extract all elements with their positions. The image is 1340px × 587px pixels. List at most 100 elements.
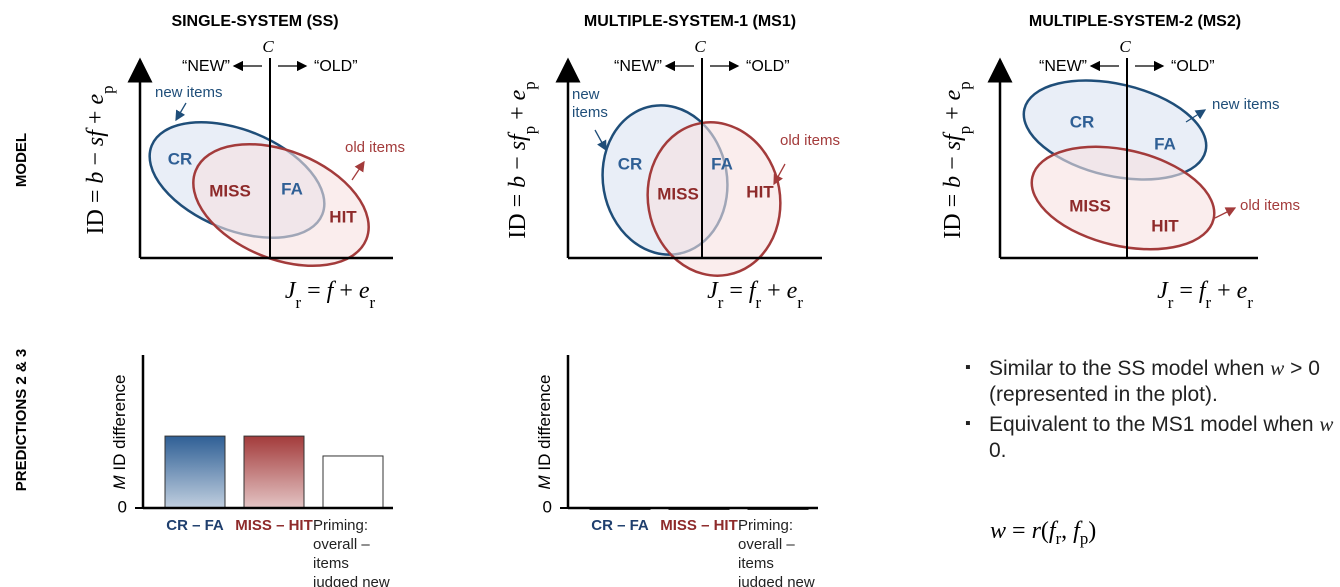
text-segment: r (296, 293, 302, 312)
text-segment: J (1157, 278, 1169, 304)
region-label: MISS (657, 184, 699, 203)
bullet-item: Similar to the SS model when w > 0 (repr… (965, 355, 1340, 408)
text-segment: = (1006, 518, 1032, 544)
text-segment: r (370, 293, 376, 312)
criterion-label: C (262, 37, 274, 56)
arrow (773, 163, 786, 186)
text-segment: + (761, 278, 787, 304)
text-segment: M (535, 474, 554, 489)
text-segment: r (1247, 293, 1253, 312)
text-segment: e (83, 94, 109, 105)
text-segment: e (359, 278, 370, 304)
text-segment: J (285, 278, 297, 304)
text-segment: sf (83, 127, 109, 146)
text-segment: e (787, 278, 798, 304)
text-segment: + (1211, 278, 1237, 304)
bar (322, 455, 384, 509)
text-segment: ID = (940, 188, 966, 239)
text-segment: f (1073, 518, 1080, 544)
region-label: CR (168, 149, 193, 168)
old-items-label: old items (1240, 197, 1301, 214)
region-label: HIT (329, 207, 357, 226)
arrow (351, 160, 365, 181)
x-axis-label: Jr = fr + er (707, 278, 803, 312)
arrow (1214, 207, 1237, 219)
new-response-label: “NEW” (614, 58, 662, 75)
text-segment: ID = (83, 184, 109, 235)
text-segment: p (520, 126, 539, 134)
bullet-item: Equivalent to the MS1 model when w = 0. (965, 411, 1340, 464)
y-axis-label: ID = b − sfp + ep (505, 81, 539, 238)
text-segment: f (1199, 278, 1209, 304)
text-segment: ID difference (110, 375, 129, 476)
region-label: CR (1070, 112, 1095, 131)
region-label: HIT (1151, 216, 1179, 235)
y-tick-label: 0 (543, 497, 552, 516)
x-tick-label: MISS – HIT (235, 517, 313, 534)
y-axis-label: ID = b − sfp + ep (940, 81, 974, 238)
x-axis-label: Jr = f + er (285, 278, 376, 312)
text-segment: p (955, 81, 974, 89)
panel-title: MULTIPLE-SYSTEM-2 (MS2) (1029, 13, 1241, 30)
old-response-label: “OLD” (314, 58, 358, 75)
text-segment: r (1206, 293, 1212, 312)
text-segment: r (1055, 528, 1062, 548)
text-segment: + (940, 100, 966, 126)
text-segment: M (110, 474, 129, 489)
text-segment: p (955, 126, 974, 134)
new-response-label: “NEW” (1039, 58, 1087, 75)
y-axis-label: ID = b − sf + ep (83, 85, 117, 234)
formula: w = r(fr, fp) (990, 516, 1096, 554)
text-segment: + (333, 278, 359, 304)
text-segment: Equivalent to the MS1 model when (989, 413, 1320, 436)
new-items-label: new items (572, 86, 608, 121)
text-segment: e (940, 89, 966, 100)
text-segment: b (940, 176, 966, 188)
x-tick-label: Priming: overall – items judged new (313, 517, 390, 587)
text-segment: r (797, 293, 803, 312)
old-items-label: old items (780, 132, 841, 149)
x-tick-label: MISS – HIT (660, 517, 738, 534)
text-segment: ID difference (535, 375, 554, 476)
region-label: HIT (746, 182, 774, 201)
criterion-label: C (694, 37, 706, 56)
text-segment: − (940, 150, 966, 176)
old-response-label: “OLD” (746, 58, 790, 75)
text-segment: w (1270, 356, 1285, 380)
region-label: FA (281, 179, 303, 198)
text-segment: sf (940, 131, 966, 150)
criterion-label: C (1119, 37, 1131, 56)
text-segment: e (505, 89, 531, 100)
row-label: PREDICTIONS 2 & 3 (13, 349, 30, 492)
text-segment: r (718, 293, 724, 312)
x-tick-label: Priming: overall – items judged new (738, 517, 815, 587)
old-items-distribution (646, 121, 782, 277)
text-segment: p (98, 85, 117, 93)
text-segment: f (749, 278, 759, 304)
text-segment: , (1061, 518, 1074, 544)
text-segment: b (505, 176, 531, 188)
text-segment: f (1048, 518, 1056, 544)
x-axis-label: Jr = fr + er (1157, 278, 1253, 312)
text-segment: − (83, 146, 109, 172)
text-segment: ) (1088, 518, 1097, 544)
region-label: MISS (209, 181, 251, 200)
text-segment: w (1319, 412, 1334, 436)
region-label: FA (1154, 134, 1176, 153)
text-segment: ID = (505, 188, 531, 239)
arrow (1185, 109, 1207, 123)
text-segment: r (756, 293, 762, 312)
text-segment: r (1031, 518, 1041, 544)
old-items-label: old items (345, 139, 406, 156)
text-segment: f (327, 278, 337, 304)
region-label: MISS (1069, 196, 1111, 215)
panel-title: SINGLE-SYSTEM (SS) (171, 13, 338, 30)
region-label: CR (618, 154, 643, 173)
new-items-label: new items (1212, 96, 1280, 113)
old-items-distribution (1030, 145, 1216, 251)
y-axis-label: M ID difference (535, 375, 554, 490)
text-segment: r (1168, 293, 1174, 312)
old-response-label: “OLD” (1171, 58, 1215, 75)
text-segment: J (707, 278, 719, 304)
